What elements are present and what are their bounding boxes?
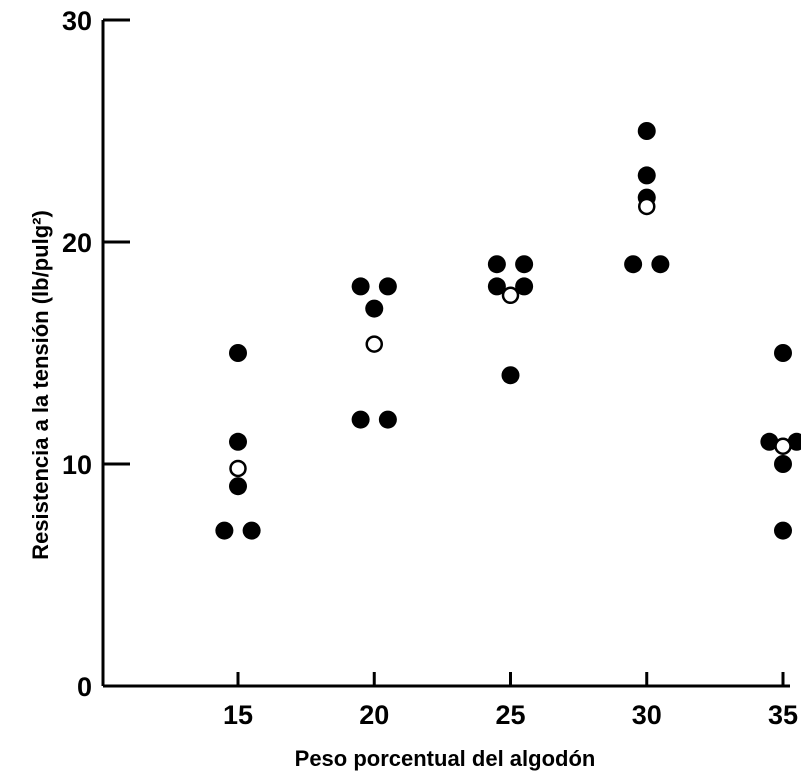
y-tick-label: 30 — [62, 6, 92, 36]
data-point — [229, 477, 247, 496]
data-point — [515, 277, 534, 296]
data-points — [215, 122, 801, 540]
mean-point — [638, 197, 656, 216]
mean-point — [365, 335, 383, 353]
y-axis-title: Resistencia a la tensión (lb/pulg²) — [28, 210, 53, 560]
data-point — [515, 255, 534, 274]
data-point — [651, 255, 670, 274]
x-tick-label: 25 — [495, 700, 525, 730]
x-tick-label: 20 — [359, 700, 389, 730]
data-point — [624, 255, 643, 274]
data-point — [365, 299, 384, 318]
plot-frame — [101, 20, 790, 688]
x-axis-title: Peso porcentual del algodón — [295, 746, 596, 771]
data-point — [487, 255, 506, 274]
data-point — [774, 344, 792, 362]
x-tick-label: 30 — [632, 700, 662, 730]
data-point — [378, 277, 397, 296]
data-point — [215, 521, 234, 540]
mean-point — [774, 437, 792, 455]
x-tick-label: 35 — [768, 700, 798, 730]
mean-point — [229, 459, 247, 478]
data-point — [351, 277, 370, 296]
x-tick-label: 15 — [223, 700, 253, 730]
y-tick-label: 10 — [62, 450, 92, 480]
data-point — [760, 432, 779, 451]
data-point — [229, 344, 247, 362]
y-axis-ticks: 0 10 20 30 — [62, 6, 130, 702]
data-point — [378, 410, 397, 429]
data-point — [637, 166, 656, 185]
data-point — [487, 277, 506, 296]
data-point — [774, 455, 792, 473]
data-point — [501, 366, 520, 385]
y-tick-label: 20 — [62, 228, 92, 258]
y-tick-label: 0 — [77, 672, 92, 702]
data-point — [774, 521, 792, 540]
data-point — [637, 122, 656, 140]
data-point — [229, 432, 247, 451]
data-point — [351, 410, 370, 429]
data-point — [242, 521, 261, 540]
mean-point — [501, 286, 520, 305]
x-axis-ticks: 15 20 25 30 35 — [223, 672, 798, 730]
